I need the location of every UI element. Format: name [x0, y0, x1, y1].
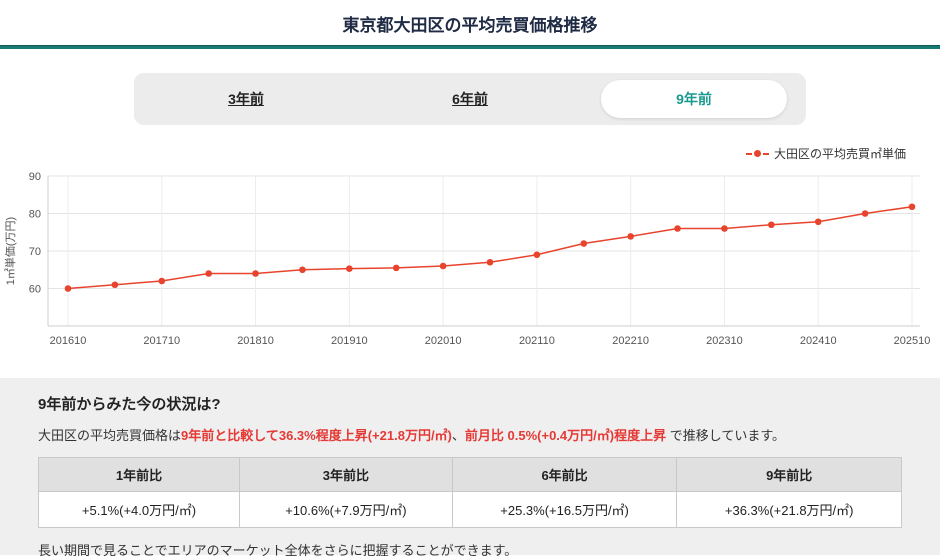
- header-9year: 9年前比: [676, 457, 902, 492]
- svg-text:60: 60: [29, 284, 41, 296]
- svg-text:202410: 202410: [800, 335, 837, 347]
- legend-line-dot-icon: [745, 150, 769, 157]
- desc-highlight-month: 前月比 0.5%(+0.4万円/㎡)程度上昇: [464, 428, 667, 443]
- comparison-table-value-row: +5.1%(+4.0万円/㎡) +10.6%(+7.9万円/㎡) +25.3%(…: [38, 491, 902, 528]
- chart-legend: 大田区の平均売買㎡単価: [0, 145, 940, 162]
- comparison-table: 1年前比 3年前比 6年前比 9年前比 +5.1%(+4.0万円/㎡) +10.…: [38, 457, 902, 528]
- legend-label: 大田区の平均売買㎡単価: [773, 147, 906, 161]
- header-3year: 3年前比: [239, 457, 453, 492]
- svg-text:90: 90: [29, 171, 41, 183]
- value-3year: +10.6%(+7.9万円/㎡): [239, 491, 453, 528]
- value-9year: +36.3%(+21.8万円/㎡): [676, 491, 902, 528]
- tab-3years-label: 3年前: [228, 91, 264, 107]
- svg-text:202010: 202010: [425, 335, 462, 347]
- desc-post: で推移しています。: [666, 428, 786, 443]
- desc-separator: 、: [451, 428, 465, 443]
- summary-section: 9年前からみた今の状況は? 大田区の平均売買価格は9年前と比較して36.3%程度…: [0, 378, 940, 558]
- tab-3years-ago[interactable]: 3年前: [134, 73, 358, 125]
- svg-text:201610: 201610: [50, 335, 87, 347]
- period-tabs: 3年前 6年前 9年前: [134, 73, 806, 125]
- svg-text:202310: 202310: [706, 335, 743, 347]
- svg-text:201910: 201910: [331, 335, 368, 347]
- tab-9years-ago[interactable]: 9年前: [582, 73, 806, 125]
- price-trend-chart: 1㎡単価(万円) 60 70 80 90 201610 201710 201810 20191…: [0, 164, 940, 365]
- value-1year: +5.1%(+4.0万円/㎡): [38, 491, 240, 528]
- svg-text:201810: 201810: [237, 335, 274, 347]
- header-6year: 6年前比: [451, 457, 678, 492]
- header-1year: 1年前比: [38, 457, 240, 492]
- summary-description: 大田区の平均売買価格は9年前と比較して36.3%程度上昇(+21.8万円/㎡)、…: [38, 425, 902, 444]
- svg-text:202210: 202210: [612, 335, 649, 347]
- line-chart-svg: 1㎡単価(万円) 60 70 80 90 201610 201710 201810 20191…: [3, 171, 931, 347]
- y-axis-label: 1㎡単価(万円): [3, 217, 17, 285]
- svg-text:80: 80: [29, 209, 41, 221]
- summary-heading: 9年前からみた今の状況は?: [38, 396, 221, 413]
- svg-text:202110: 202110: [519, 335, 555, 347]
- desc-highlight-9year: 9年前と比較して36.3%程度上昇(+21.8万円/㎡): [181, 428, 452, 443]
- svg-text:201710: 201710: [143, 335, 180, 347]
- svg-text:202510: 202510: [894, 335, 931, 347]
- desc-pre: 大田区の平均売買価格は: [38, 428, 182, 443]
- header: 東京都大田区の平均売買価格推移: [0, 0, 940, 36]
- title-divider: [0, 45, 940, 49]
- value-6year: +25.3%(+16.5万円/㎡): [451, 491, 678, 528]
- tab-6years-ago[interactable]: 6年前: [358, 73, 582, 125]
- page-title: 東京都大田区の平均売買価格推移: [342, 16, 598, 35]
- comparison-table-header-row: 1年前比 3年前比 6年前比 9年前比: [38, 457, 902, 492]
- svg-text:70: 70: [29, 246, 41, 258]
- tab-6years-label: 6年前: [452, 91, 488, 107]
- tab-9years-label: 9年前: [601, 80, 787, 118]
- summary-footer-note: 長い期間で見ることでエリアのマーケット全体をさらに把握することができます。: [38, 543, 518, 558]
